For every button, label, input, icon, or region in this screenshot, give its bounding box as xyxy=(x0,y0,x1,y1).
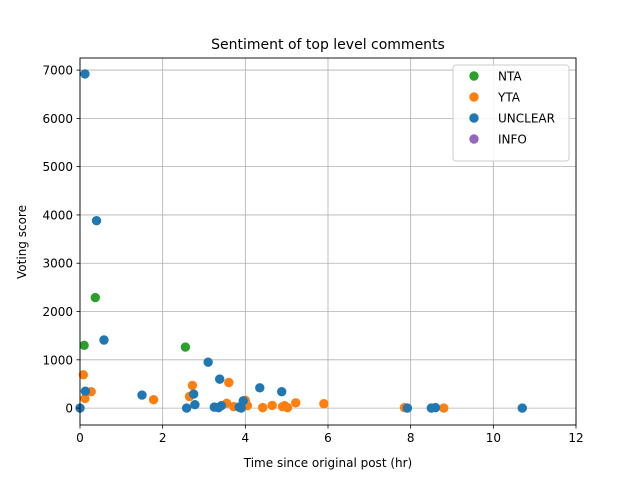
data-point-unclear xyxy=(80,386,91,396)
data-point-nta xyxy=(79,340,89,351)
data-point-unclear xyxy=(277,386,287,397)
data-point-yta xyxy=(291,398,301,408)
data-point-unclear xyxy=(188,389,199,399)
y-tick-label: 7000 xyxy=(42,64,73,78)
data-point-yta xyxy=(80,393,90,404)
data-point-unclear xyxy=(190,400,200,410)
data-point-unclear xyxy=(430,402,441,413)
y-tick-label: 3000 xyxy=(42,257,73,271)
data-point-yta xyxy=(148,394,159,405)
data-point-yta xyxy=(319,399,329,409)
legend-marker xyxy=(469,71,479,81)
x-tick-label: 4 xyxy=(242,431,250,445)
y-tick-label: 5000 xyxy=(42,160,73,174)
chart-title: Sentiment of top level comments xyxy=(211,37,445,53)
data-point-yta xyxy=(282,402,293,413)
data-point-unclear xyxy=(80,69,90,79)
data-point-unclear xyxy=(215,374,225,384)
data-point-unclear xyxy=(216,400,227,411)
y-tick-label: 0 xyxy=(65,402,73,416)
y-tick-label: 2000 xyxy=(42,305,73,319)
data-point-unclear xyxy=(181,403,192,413)
legend-label: YTA xyxy=(497,91,521,105)
legend-label: INFO xyxy=(498,133,527,147)
legend-box xyxy=(452,64,570,162)
data-point-yta xyxy=(78,370,89,380)
data-point-unclear xyxy=(517,403,527,413)
data-point-nta xyxy=(90,292,100,303)
y-axis-label: Voting score xyxy=(15,205,29,279)
data-point-unclear xyxy=(402,403,413,413)
legend-label: UNCLEAR xyxy=(498,112,555,126)
y-tick-label: 4000 xyxy=(42,208,73,222)
data-point-yta xyxy=(267,400,277,411)
x-tick-label: 2 xyxy=(159,431,167,445)
data-point-unclear xyxy=(236,403,246,413)
data-point-nta xyxy=(180,342,191,352)
data-point-unclear xyxy=(238,396,248,406)
legend-label: NTA xyxy=(498,70,522,84)
legend-marker xyxy=(469,113,479,123)
data-points xyxy=(75,69,527,413)
legend-marker xyxy=(469,134,479,144)
data-point-yta xyxy=(439,403,449,413)
y-tick-label: 1000 xyxy=(42,353,73,367)
x-axis-label: Time since original post (hr) xyxy=(243,456,412,470)
legend: NTA YTA UNCLEAR INFO xyxy=(452,64,570,162)
axis-ticks: 0 2 4 6 8 10 12 0 1000 2000 3000 4000 5000 6000 7000 xyxy=(42,64,583,445)
data-point-yta xyxy=(224,377,234,388)
data-point-unclear xyxy=(91,216,102,226)
data-point-unclear xyxy=(99,335,109,345)
legend-marker xyxy=(469,92,479,102)
data-point-unclear xyxy=(137,390,147,400)
x-tick-label: 12 xyxy=(568,431,583,445)
x-tick-label: 0 xyxy=(76,431,84,445)
data-point-unclear xyxy=(203,357,213,367)
x-tick-label: 8 xyxy=(407,431,415,445)
data-point-unclear xyxy=(255,383,265,393)
x-tick-label: 6 xyxy=(324,431,332,445)
y-tick-label: 6000 xyxy=(42,112,73,126)
x-tick-label: 10 xyxy=(486,431,501,445)
grid-lines xyxy=(79,58,577,425)
data-point-yta xyxy=(257,402,268,413)
data-point-yta xyxy=(187,380,198,391)
